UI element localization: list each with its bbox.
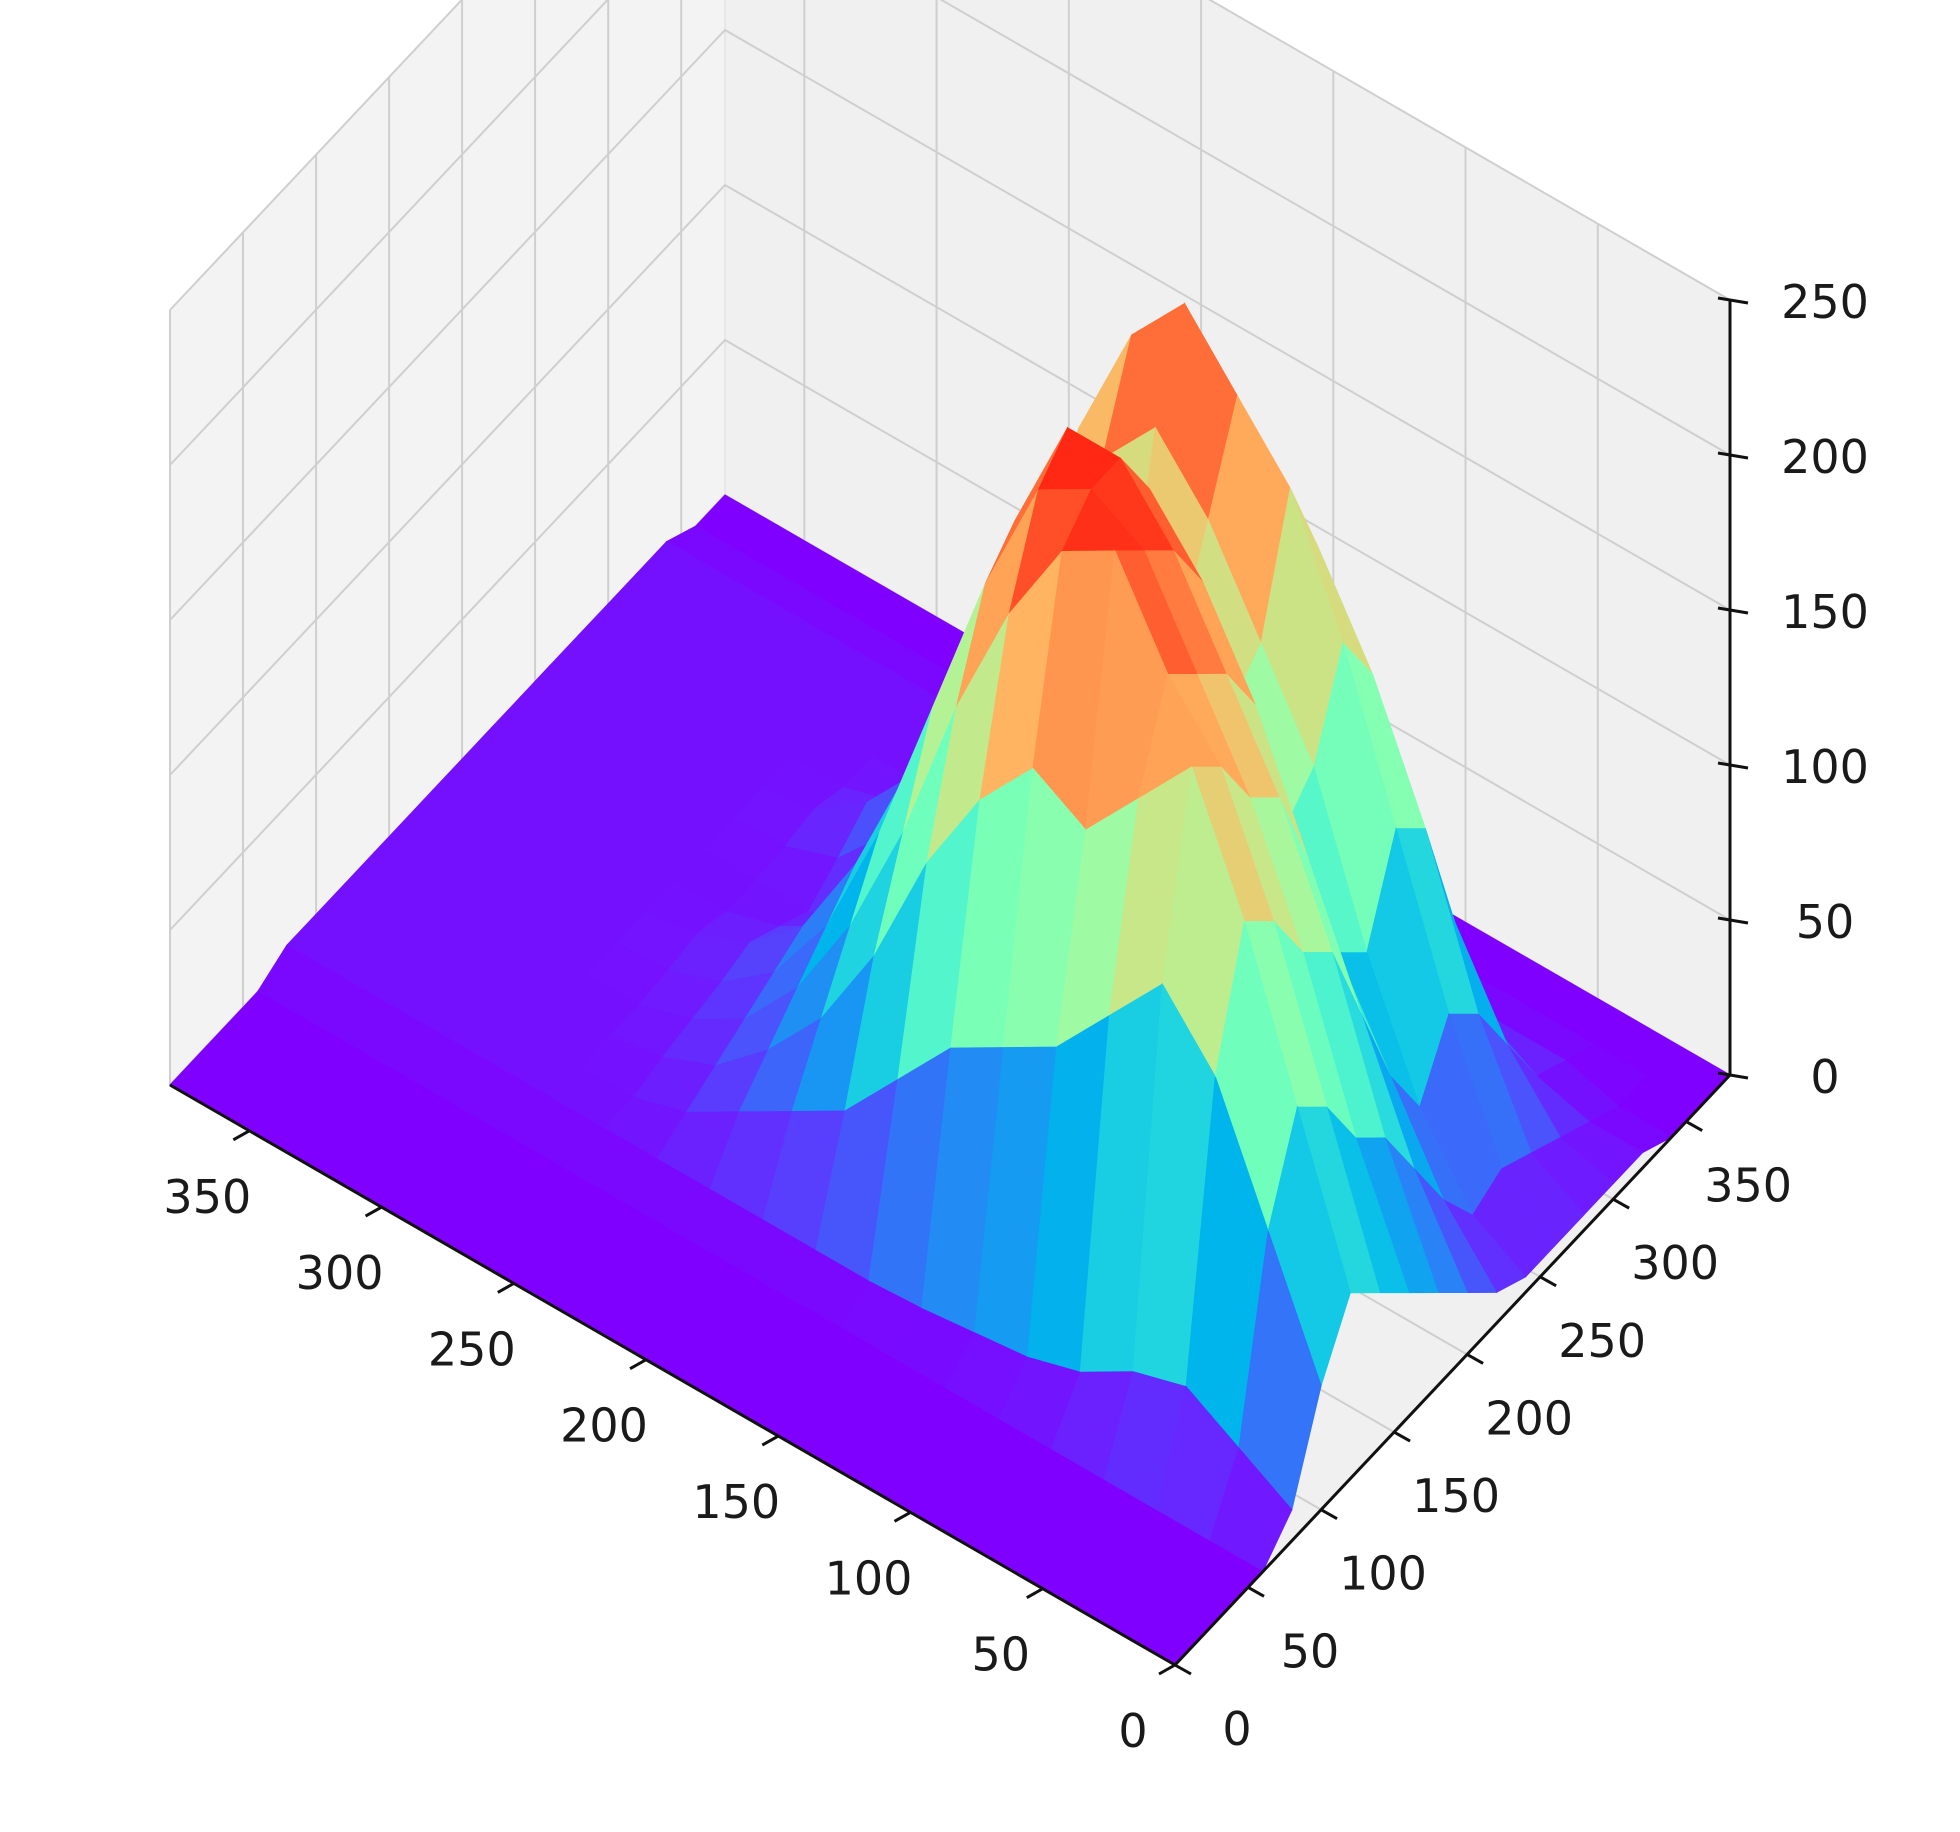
x-tick-label: 350	[163, 1170, 251, 1224]
x-tick-label: 150	[692, 1475, 780, 1529]
x-tick-label: 0	[1118, 1704, 1147, 1758]
z-tick-mark	[1717, 606, 1749, 615]
x-tick-mark	[232, 1129, 251, 1142]
x-tick-mark	[1026, 1587, 1044, 1599]
z-tick-label: 150	[1781, 585, 1869, 639]
axis-lines	[169, 300, 1732, 1667]
y-tick-label: 50	[1281, 1624, 1340, 1678]
x-tick-label: 100	[825, 1551, 913, 1605]
y-axis-line	[1173, 1073, 1732, 1667]
x-tick-label: 300	[296, 1246, 384, 1300]
x-tick-mark	[1158, 1663, 1176, 1676]
z-tick-mark	[1717, 296, 1749, 305]
y-tick-label: 350	[1704, 1159, 1792, 1213]
x-tick-label: 200	[560, 1399, 648, 1453]
x-tick-mark	[364, 1205, 383, 1218]
grid-line-z	[169, 0, 1731, 466]
z-tick-label: 200	[1781, 430, 1869, 484]
y-tick-mark	[1466, 1353, 1484, 1365]
z-tick-label: 50	[1796, 895, 1855, 949]
y-tick-mark	[1539, 1275, 1557, 1288]
y-tick-label: 300	[1631, 1236, 1719, 1290]
z-tick-label: 250	[1781, 275, 1869, 329]
y-tick-mark	[1393, 1430, 1411, 1443]
y-tick-mark	[1685, 1120, 1703, 1132]
y-tick-label: 200	[1485, 1391, 1573, 1445]
x-tick-mark	[761, 1434, 780, 1447]
x-tick-mark	[629, 1358, 647, 1371]
x-axis-line	[169, 1083, 1176, 1667]
y-tick-label: 100	[1339, 1547, 1427, 1601]
y-tick-mark	[1247, 1586, 1265, 1598]
y-tick-mark	[1612, 1197, 1630, 1210]
x-tick-mark	[893, 1511, 912, 1523]
z-tick-label: 0	[1810, 1050, 1839, 1104]
z-axis-ticks: 0 50 100 150 200 250	[1717, 275, 1869, 1104]
surface-plot	[169, 302, 1731, 1666]
y-tick-label: 150	[1412, 1469, 1500, 1523]
grid-line-z	[169, 28, 1731, 621]
x-axis-ticks: 0 50 100 150 200 250 300 350	[163, 1129, 1176, 1758]
z-tick-mark	[1717, 1071, 1749, 1080]
y-tick-label: 0	[1222, 1702, 1251, 1756]
y-tick-mark	[1174, 1663, 1192, 1676]
y-tick-label: 250	[1558, 1314, 1646, 1368]
z-tick-mark	[1717, 761, 1749, 770]
y-axis-ticks: 0 50 100 150 200 250 300 350	[1174, 1120, 1792, 1756]
z-tick-mark	[1717, 451, 1749, 460]
z-tick-mark	[1717, 916, 1749, 925]
z-tick-label: 100	[1781, 740, 1869, 794]
x-tick-mark	[497, 1282, 515, 1294]
y-tick-mark	[1320, 1508, 1338, 1521]
grid-line-z	[169, 0, 1731, 311]
x-tick-label: 50	[971, 1628, 1030, 1682]
x-tick-label: 250	[428, 1322, 516, 1376]
grid-line-z	[169, 183, 1731, 776]
grid-line-z	[169, 338, 1731, 931]
